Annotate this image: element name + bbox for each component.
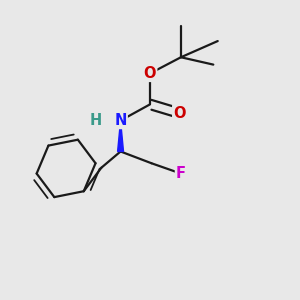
Polygon shape [118,121,124,152]
Text: O: O [144,66,156,81]
Text: F: F [176,166,186,181]
Text: O: O [173,106,186,121]
Text: H: H [89,113,102,128]
Text: N: N [114,113,127,128]
